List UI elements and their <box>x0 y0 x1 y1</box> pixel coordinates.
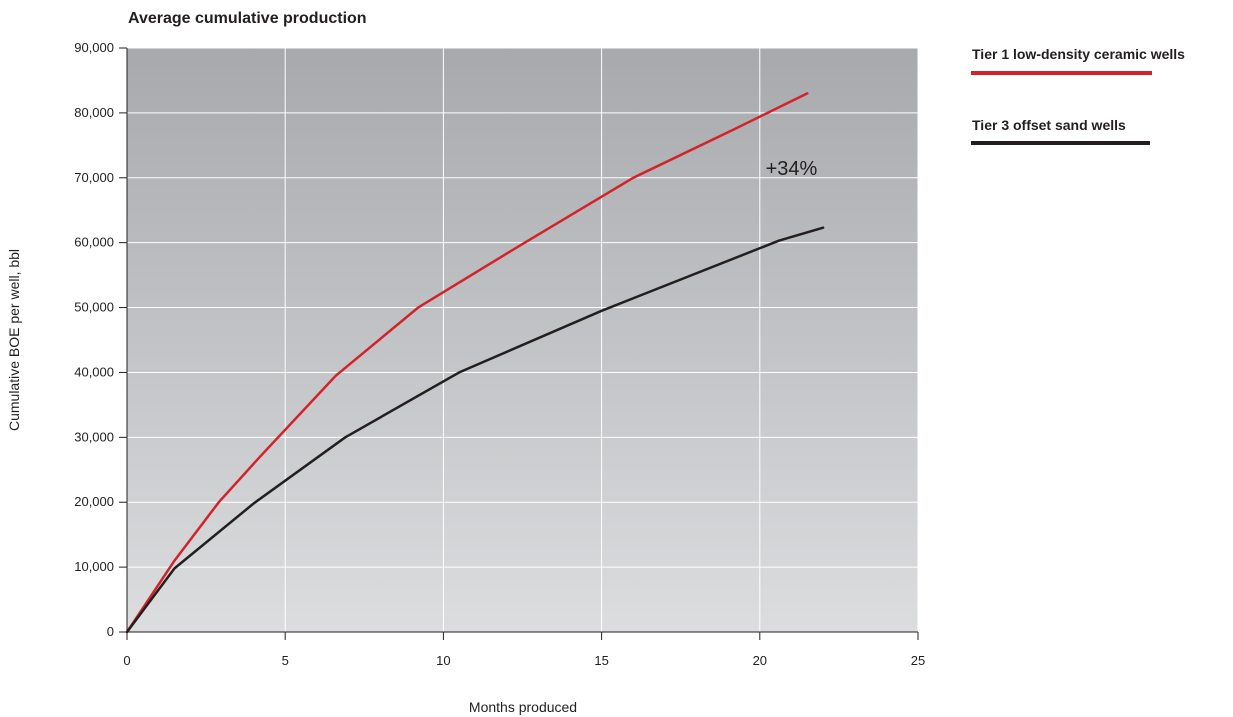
x-tick-label: 10 <box>436 653 450 668</box>
plot-area <box>127 48 918 632</box>
series-line-tier3 <box>125 226 825 634</box>
legend-label-tier1: Tier 1 low-density ceramic wells <box>972 46 1185 62</box>
legend: Tier 1 low-density ceramic wells Tier 3 … <box>971 46 1185 145</box>
legend-swatch-tier3 <box>971 141 1150 145</box>
x-axis: 0 5 10 15 20 25 <box>123 631 925 668</box>
x-tick-label: 20 <box>753 653 767 668</box>
chart-title: Average cumulative production <box>128 10 367 27</box>
y-axis-label: Cumulative BOE per well, bbl <box>6 249 22 431</box>
y-tick-label: 10,000 <box>74 559 114 574</box>
series-layer <box>125 92 825 634</box>
y-tick-label: 40,000 <box>74 364 114 379</box>
annotation-percent: +34% <box>766 158 818 180</box>
x-tick-label: 25 <box>911 653 925 668</box>
y-axis: 0 10,000 20,000 30,000 40,000 50,000 60,000 70,… <box>74 40 128 639</box>
legend-swatch-tier1 <box>971 71 1152 75</box>
y-tick-label: 50,000 <box>74 300 114 315</box>
x-tick-label: 15 <box>594 653 608 668</box>
series-line-tier1 <box>125 92 809 634</box>
y-tick-label: 90,000 <box>74 40 114 55</box>
x-axis-label: Months produced <box>469 699 577 715</box>
y-tick-label: 20,000 <box>74 494 114 509</box>
y-tick-label: 30,000 <box>74 429 114 444</box>
x-tick-label: 0 <box>123 653 130 668</box>
y-tick-label: 80,000 <box>74 105 114 120</box>
x-tick-label: 5 <box>282 653 289 668</box>
legend-label-tier3: Tier 3 offset sand wells <box>972 117 1126 133</box>
y-tick-label: 70,000 <box>74 170 114 185</box>
y-tick-label: 60,000 <box>74 235 114 250</box>
y-tick-label: 0 <box>107 624 114 639</box>
